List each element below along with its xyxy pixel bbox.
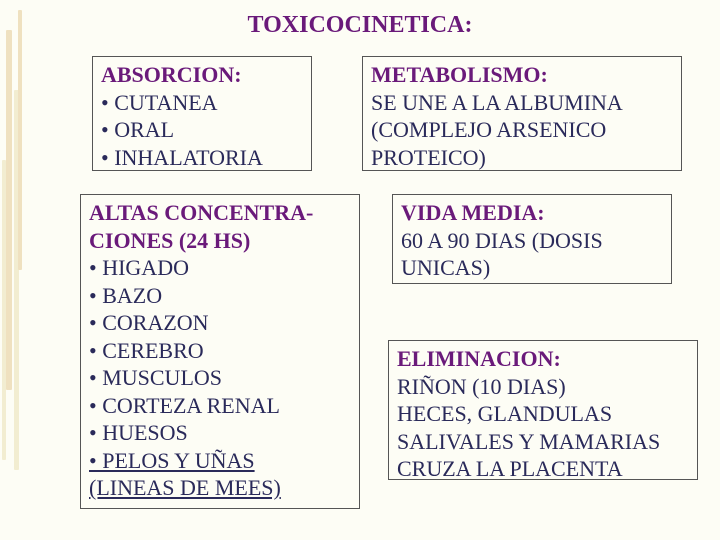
eliminacion-line: RIÑON (10 DIAS) xyxy=(397,373,689,401)
altas-line: • HIGADO xyxy=(89,254,351,282)
eliminacion-line: SALIVALES Y MAMARIAS xyxy=(397,428,689,456)
altas-line: • BAZO xyxy=(89,282,351,310)
vidamedia-heading: VIDA MEDIA: xyxy=(401,199,663,227)
decor-bar xyxy=(2,160,6,460)
title-text: TOXICOCINETICA: xyxy=(248,12,473,38)
sidebar-decoration xyxy=(0,0,30,540)
absorcion-heading: ABSORCION: xyxy=(101,61,303,89)
altas-line: • HUESOS xyxy=(89,419,351,447)
altas-line: • MUSCULOS xyxy=(89,364,351,392)
box-absorcion: ABSORCION:• CUTANEA• ORAL• INHALATORIA xyxy=(92,56,312,171)
page-title: TOXICOCINETICA: xyxy=(0,12,720,39)
altas-line: (LINEAS DE MEES) xyxy=(89,474,351,502)
altas-line: • PELOS Y UÑAS xyxy=(89,447,351,475)
box-altas-concentraciones: ALTAS CONCENTRA-CIONES (24 HS)• HIGADO• … xyxy=(80,194,360,509)
absorcion-line: • ORAL xyxy=(101,116,303,144)
altas-line: • CEREBRO xyxy=(89,337,351,365)
eliminacion-line: HECES, GLANDULAS xyxy=(397,400,689,428)
metabolismo-heading: METABOLISMO: xyxy=(371,61,673,89)
metabolismo-line: PROTEICO) xyxy=(371,144,673,172)
altas-line: CIONES (24 HS) xyxy=(89,227,351,255)
metabolismo-line: SE UNE A LA ALBUMINA xyxy=(371,89,673,117)
altas-heading: ALTAS CONCENTRA- xyxy=(89,199,351,227)
box-eliminacion: ELIMINACION:RIÑON (10 DIAS)HECES, GLANDU… xyxy=(388,340,698,480)
absorcion-line: • INHALATORIA xyxy=(101,144,303,172)
eliminacion-line: CRUZA LA PLACENTA xyxy=(397,455,689,483)
vidamedia-line: 60 A 90 DIAS (DOSIS xyxy=(401,227,663,255)
absorcion-line: • CUTANEA xyxy=(101,89,303,117)
decor-bar xyxy=(6,30,12,390)
eliminacion-heading: ELIMINACION: xyxy=(397,345,689,373)
box-metabolismo: METABOLISMO:SE UNE A LA ALBUMINA(COMPLEJ… xyxy=(362,56,682,171)
metabolismo-line: (COMPLEJO ARSENICO xyxy=(371,116,673,144)
vidamedia-line: UNICAS) xyxy=(401,254,663,282)
altas-line: • CORAZON xyxy=(89,309,351,337)
altas-line: • CORTEZA RENAL xyxy=(89,392,351,420)
decor-bar xyxy=(18,10,22,270)
box-vida-media: VIDA MEDIA: 60 A 90 DIAS (DOSISUNICAS) xyxy=(392,194,672,284)
